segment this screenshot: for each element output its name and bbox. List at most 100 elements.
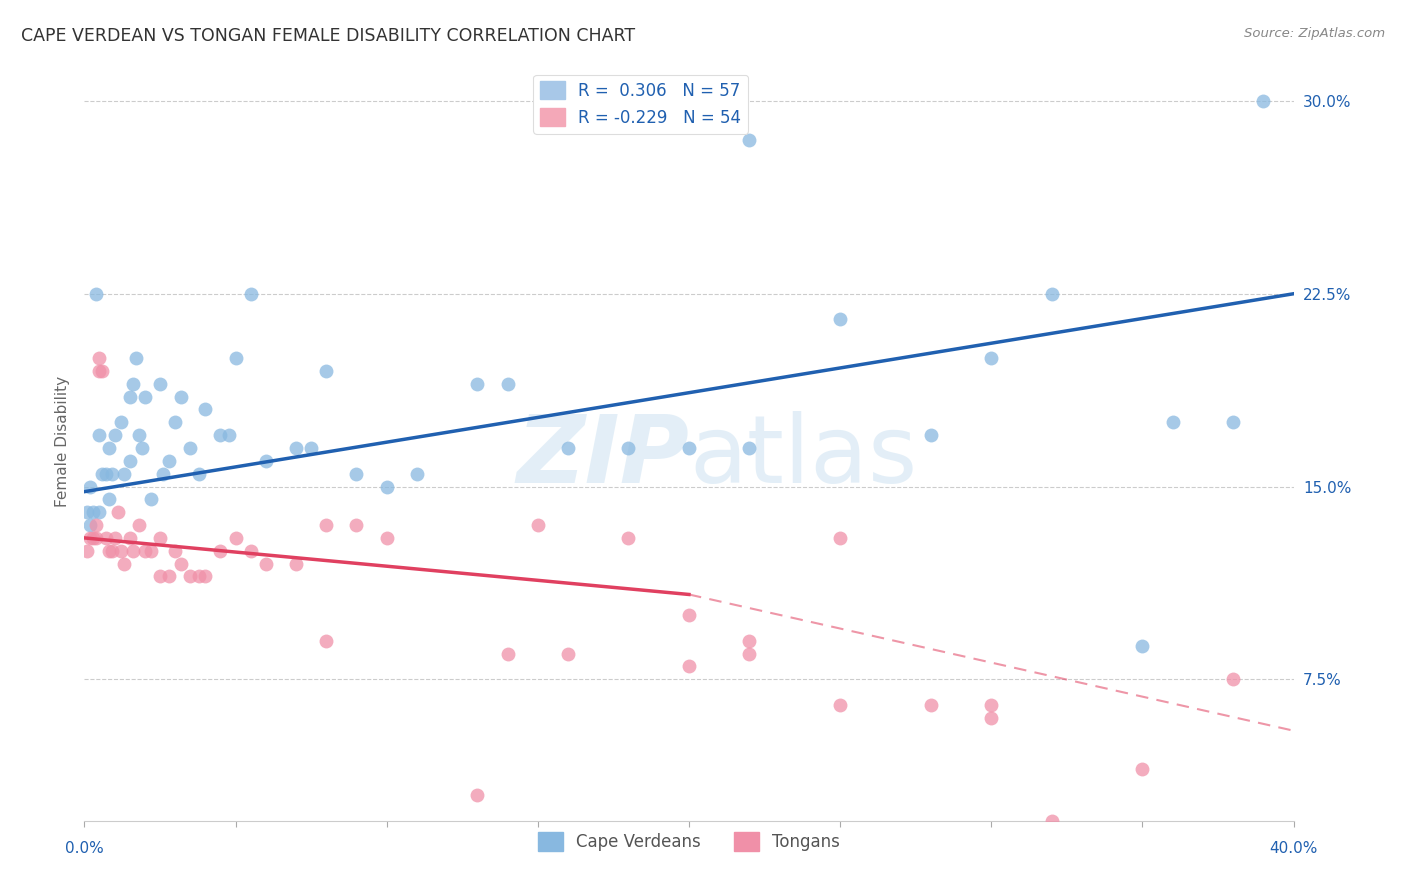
Point [89, 505, 111, 519]
Point [285, 557, 308, 571]
Text: atlas: atlas [689, 410, 917, 503]
Text: 0.0%: 0.0% [65, 841, 104, 856]
Point [315, 518, 337, 533]
Point [188, 467, 211, 481]
Point [980, 351, 1002, 365]
Point [346, 518, 368, 533]
Point [82, 531, 104, 545]
Point [157, 454, 180, 468]
Point [97, 441, 120, 455]
Point [76, 505, 98, 519]
Point [346, 467, 368, 481]
Point [82, 505, 104, 519]
Point [112, 557, 135, 571]
Point [1040, 286, 1063, 301]
Point [118, 454, 141, 468]
Point [179, 569, 201, 583]
Point [738, 647, 761, 661]
Point [738, 441, 761, 455]
Point [225, 351, 247, 365]
Point [118, 390, 141, 404]
Point [980, 711, 1002, 725]
Point [121, 376, 143, 391]
Point [467, 788, 489, 802]
Point [188, 569, 211, 583]
Text: ZIP: ZIP [516, 410, 689, 503]
Text: 40.0%: 40.0% [1270, 841, 1317, 856]
Point [134, 390, 156, 404]
Point [86, 518, 108, 533]
Point [678, 607, 700, 622]
Point [678, 659, 700, 673]
Point [194, 569, 217, 583]
Point [152, 467, 174, 481]
Point [170, 390, 193, 404]
Point [165, 415, 187, 429]
Point [118, 531, 141, 545]
Point [79, 518, 101, 533]
Point [830, 312, 852, 326]
Point [107, 505, 129, 519]
Point [239, 286, 262, 301]
Point [1161, 415, 1184, 429]
Point [239, 543, 262, 558]
Point [97, 543, 120, 558]
Point [254, 557, 277, 571]
Point [125, 351, 148, 365]
Point [496, 647, 519, 661]
Point [1222, 673, 1244, 687]
Point [104, 428, 127, 442]
Point [406, 467, 429, 481]
Point [79, 531, 101, 545]
Point [89, 351, 111, 365]
Point [165, 543, 187, 558]
Point [738, 633, 761, 648]
Point [139, 492, 162, 507]
Point [86, 286, 108, 301]
Point [149, 531, 172, 545]
Point [89, 364, 111, 378]
Point [375, 479, 398, 493]
Point [557, 647, 579, 661]
Point [920, 428, 942, 442]
Point [920, 698, 942, 712]
Point [315, 364, 337, 378]
Point [94, 467, 117, 481]
Point [112, 467, 135, 481]
Point [157, 569, 180, 583]
Point [980, 698, 1002, 712]
Point [94, 531, 117, 545]
Point [830, 531, 852, 545]
Text: CAPE VERDEAN VS TONGAN FEMALE DISABILITY CORRELATION CHART: CAPE VERDEAN VS TONGAN FEMALE DISABILITY… [21, 27, 636, 45]
Point [1222, 415, 1244, 429]
Point [557, 441, 579, 455]
Point [97, 492, 120, 507]
Point [830, 698, 852, 712]
Point [104, 531, 127, 545]
Point [617, 441, 640, 455]
Point [617, 531, 640, 545]
Point [100, 467, 122, 481]
Point [76, 543, 98, 558]
Point [91, 467, 114, 481]
Point [100, 543, 122, 558]
Point [128, 518, 150, 533]
Point [209, 543, 232, 558]
Point [1130, 639, 1153, 653]
Point [1040, 814, 1063, 828]
Point [89, 428, 111, 442]
Point [285, 441, 308, 455]
Point [110, 415, 132, 429]
Point [131, 441, 153, 455]
Point [375, 531, 398, 545]
Y-axis label: Female Disability: Female Disability [55, 376, 70, 508]
Point [678, 441, 700, 455]
Text: Source: ZipAtlas.com: Source: ZipAtlas.com [1244, 27, 1385, 40]
Point [209, 428, 232, 442]
Point [738, 132, 761, 146]
Point [170, 557, 193, 571]
Point [1130, 762, 1153, 776]
Point [299, 441, 322, 455]
Point [225, 531, 247, 545]
Point [91, 364, 114, 378]
